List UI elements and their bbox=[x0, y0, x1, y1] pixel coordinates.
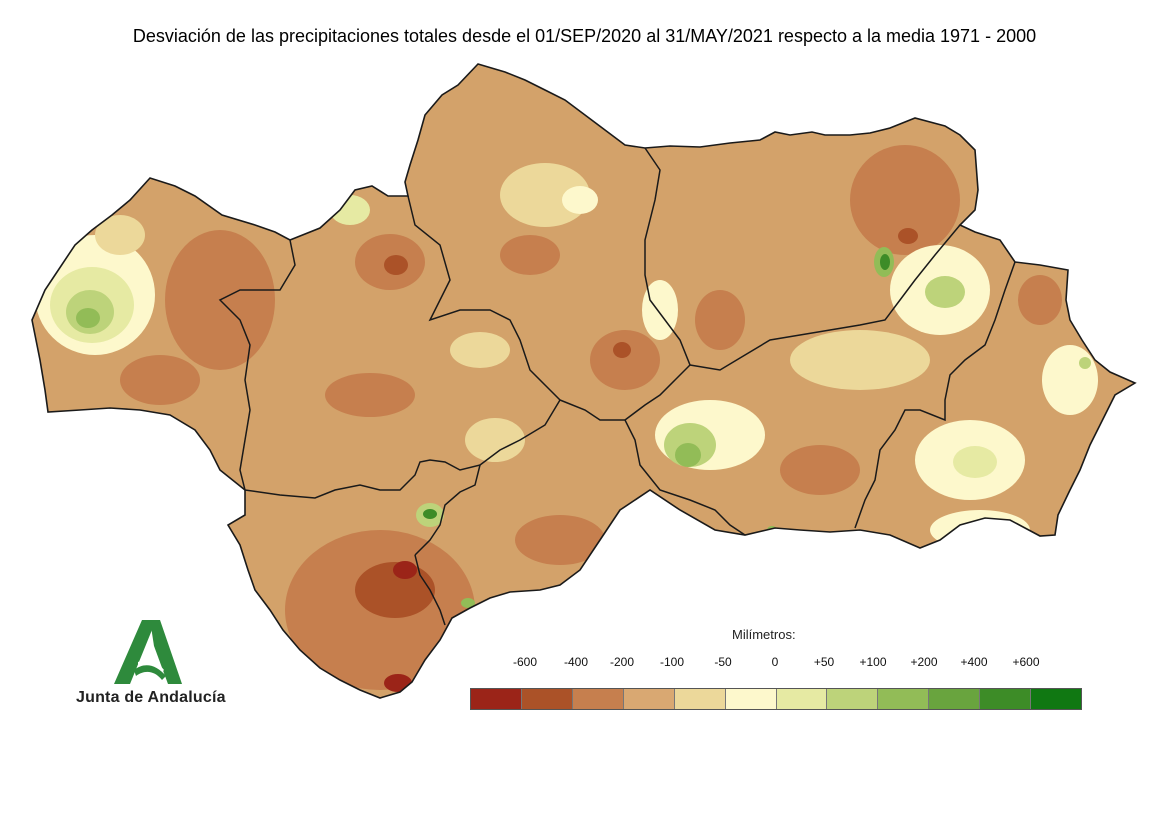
map-title: Desviación de las precipitaciones totale… bbox=[132, 26, 1037, 46]
legend-labels: -600 -400 -200 -100 -50 0 +50 +100 +200 … bbox=[470, 655, 1082, 673]
wet-patch-granada-north-core bbox=[925, 276, 965, 308]
wet-patch-cordoba-north-core bbox=[562, 186, 598, 214]
wet-patch-cordoba-north bbox=[500, 163, 590, 227]
province-borders bbox=[31, 63, 1136, 699]
legend-label: +400 bbox=[960, 655, 988, 669]
dry-patch-huelva-south bbox=[120, 355, 200, 405]
dry-patch-jaen-east bbox=[850, 145, 960, 255]
legend-label: +200 bbox=[910, 655, 938, 669]
wet-patch-malaga-coast bbox=[461, 598, 475, 608]
dry-patch-cordoba-south-core bbox=[613, 342, 631, 358]
wet-patch-sevilla-south bbox=[465, 418, 525, 462]
legend-label: 0 bbox=[771, 655, 779, 669]
border-granada-almeria bbox=[854, 261, 1016, 529]
dry-patch-cordoba-south bbox=[590, 330, 660, 390]
wet-patch-almeria-east bbox=[1042, 345, 1098, 415]
border-jaen-granada bbox=[689, 224, 961, 371]
wet-patch-almeria-east-core bbox=[1079, 357, 1091, 369]
legend-label: -200 bbox=[609, 655, 635, 669]
logo-a-swoosh bbox=[134, 665, 166, 680]
border-cordoba-malaga-granada bbox=[559, 399, 746, 536]
dry-patch-gibraltar-area bbox=[393, 561, 417, 579]
legend-label: +50 bbox=[813, 655, 835, 669]
legend-swatch-9 bbox=[929, 689, 981, 709]
wet-patch-huelva-center bbox=[95, 215, 145, 255]
dry-patch-almeria bbox=[1018, 275, 1062, 325]
legend-swatch-5 bbox=[725, 689, 777, 709]
dry-patch-granada bbox=[780, 445, 860, 495]
dry-patch-jaen-east-core bbox=[898, 228, 918, 244]
junta-logo-icon bbox=[114, 620, 182, 684]
legend-color-bar bbox=[470, 688, 1082, 710]
legend-label: -400 bbox=[563, 655, 589, 669]
dry-patch-cadiz-core bbox=[355, 562, 435, 618]
dry-patch-sevilla-north-core bbox=[384, 255, 408, 275]
legend-swatch-4 bbox=[674, 689, 726, 709]
legend-swatch-11 bbox=[1031, 689, 1082, 709]
legend-swatch-8 bbox=[878, 689, 930, 709]
legend-label: +600 bbox=[1012, 655, 1040, 669]
dry-patch-jaen bbox=[695, 290, 745, 350]
border-sevilla-cordoba bbox=[407, 195, 561, 466]
wet-patch-huelva-north bbox=[330, 195, 370, 225]
wet-patch-jaen-peak-core bbox=[880, 254, 890, 270]
wet-patch-sevilla-east bbox=[450, 332, 510, 368]
legend-label: -600 bbox=[512, 655, 538, 669]
wet-patch-malaga-west-core bbox=[423, 509, 437, 519]
border-cordoba-jaen bbox=[624, 147, 691, 421]
wet-patch-almeria-coast bbox=[930, 510, 1030, 550]
legend-label: -50 bbox=[714, 655, 732, 669]
border-sevilla-cadiz bbox=[244, 459, 482, 556]
dry-patch-cordoba bbox=[500, 235, 560, 275]
legend-label: +100 bbox=[859, 655, 887, 669]
logo-text: Junta de Andalucía bbox=[76, 689, 226, 706]
wet-patch-huelva-west-center bbox=[76, 308, 100, 328]
legend-swatch-6 bbox=[776, 689, 828, 709]
legend-swatch-7 bbox=[827, 689, 879, 709]
border-cadiz-malaga bbox=[414, 554, 446, 626]
legend-swatch-2 bbox=[572, 689, 624, 709]
legend-swatch-0 bbox=[471, 689, 522, 709]
junta-de-andalucia-logo: Junta de Andalucía bbox=[72, 618, 232, 714]
legend-label: -100 bbox=[659, 655, 685, 669]
dry-patch-tarifa bbox=[384, 674, 412, 692]
legend-title: Milímetros: bbox=[732, 627, 796, 642]
legend-swatch-10 bbox=[980, 689, 1032, 709]
wet-patch-granada-west-core bbox=[675, 443, 701, 467]
border-huelva-sevilla bbox=[218, 239, 296, 491]
wet-patch-almeria-central-core bbox=[953, 446, 997, 478]
logo-a-left-stroke bbox=[114, 620, 156, 684]
legend-swatch-1 bbox=[521, 689, 573, 709]
logo-a-right-stroke bbox=[150, 620, 182, 684]
legend-swatch-3 bbox=[623, 689, 675, 709]
dry-patch-malaga bbox=[515, 515, 605, 565]
wet-patch-granada-central bbox=[790, 330, 930, 390]
dry-patch-sevilla bbox=[325, 373, 415, 417]
